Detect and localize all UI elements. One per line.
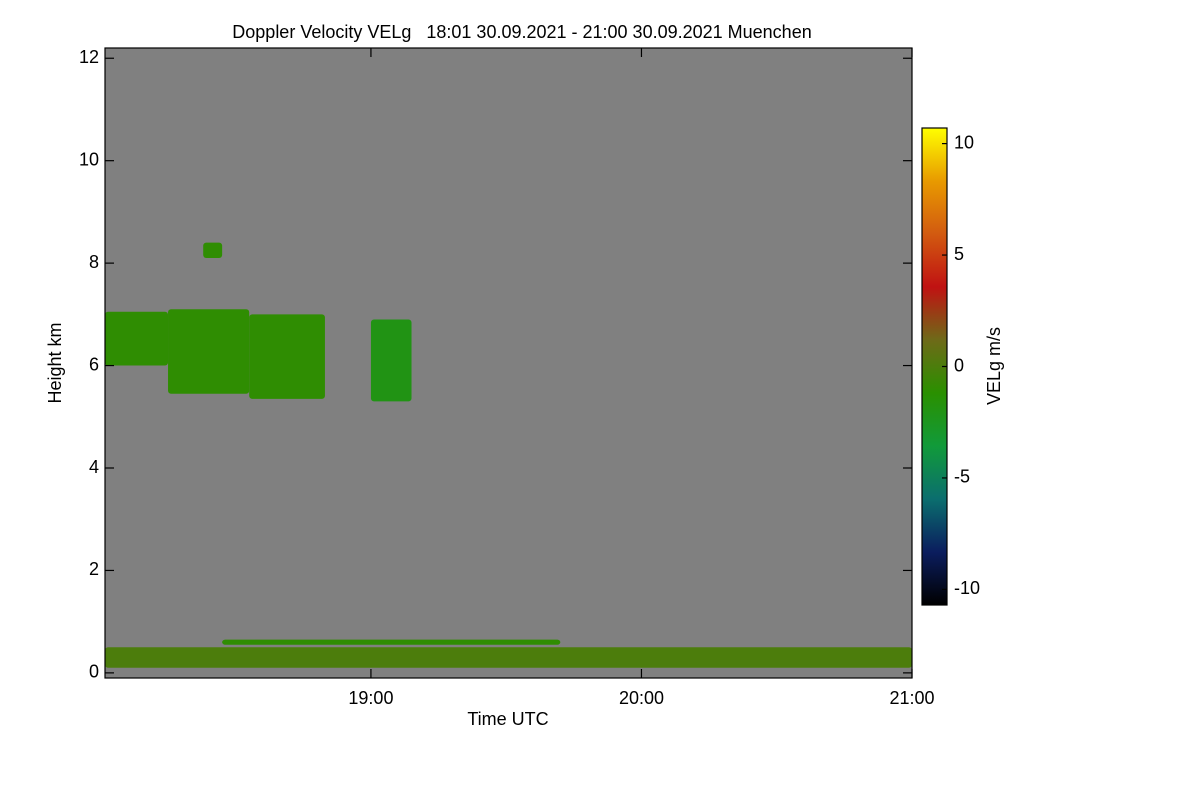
velocity-region	[203, 242, 223, 258]
y-tick-label: 12	[79, 47, 99, 67]
velocity-region	[168, 309, 250, 394]
chart-title: Doppler Velocity VELg 18:01 30.09.2021 -…	[232, 22, 811, 42]
velocity-region	[249, 314, 325, 399]
y-tick-label: 2	[89, 559, 99, 579]
y-axis-label: Height km	[45, 322, 65, 403]
colorbar-tick-label: -10	[954, 578, 980, 598]
plot-frame	[104, 47, 913, 679]
y-tick-label: 4	[89, 457, 99, 477]
velocity-region	[105, 647, 912, 668]
y-tick-label: 10	[79, 149, 99, 169]
x-tick-label: 21:00	[889, 688, 934, 708]
colorbar-tick-label: 0	[954, 355, 964, 375]
colorbar-tick-label: -5	[954, 467, 970, 487]
x-axis-label: Time UTC	[467, 709, 548, 729]
velocity-region	[105, 311, 169, 366]
velocity-region	[222, 639, 561, 645]
y-tick-label: 8	[89, 252, 99, 272]
y-tick-label: 0	[89, 662, 99, 682]
colorbar-tick-label: 5	[954, 244, 964, 264]
velocity-region	[370, 319, 412, 402]
x-tick-label: 20:00	[619, 688, 664, 708]
colorbar-tick-label: 10	[954, 132, 974, 152]
colorbar-label: VELg m/s	[984, 327, 1004, 405]
x-tick-label: 19:00	[348, 688, 393, 708]
y-tick-label: 6	[89, 354, 99, 374]
